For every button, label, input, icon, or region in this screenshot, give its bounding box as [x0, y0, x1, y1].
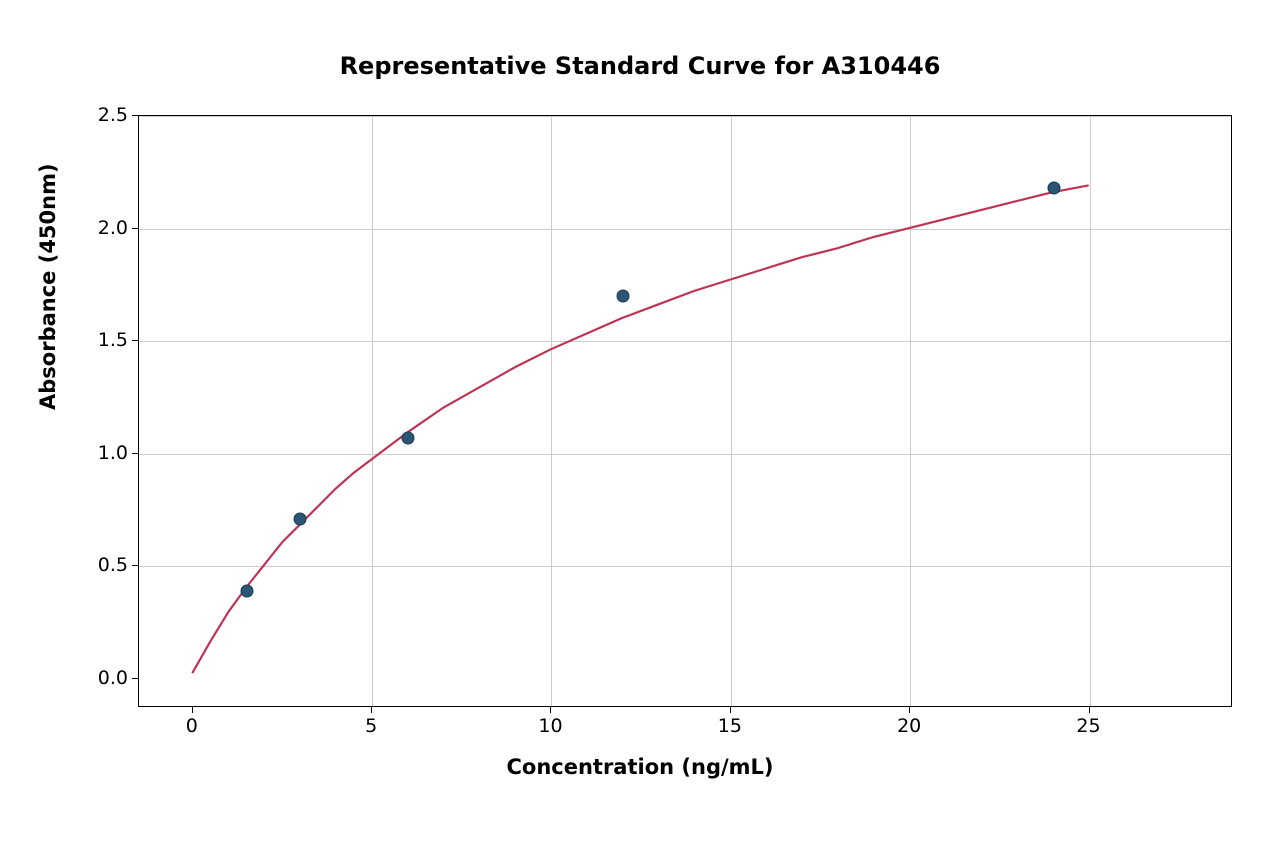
- grid-line-vertical: [731, 116, 732, 706]
- grid-line-horizontal: [139, 566, 1231, 567]
- y-tick-label: 0.5: [98, 554, 128, 576]
- data-point: [294, 512, 307, 525]
- x-tick-mark: [550, 707, 551, 713]
- grid-line-vertical: [551, 116, 552, 706]
- y-tick-label: 2.0: [98, 217, 128, 239]
- x-tick-mark: [1089, 707, 1090, 713]
- y-tick-label: 1.0: [98, 442, 128, 464]
- x-tick-mark: [192, 707, 193, 713]
- x-axis-label: Concentration (ng/mL): [506, 755, 773, 779]
- x-tick-label: 20: [897, 715, 921, 737]
- plot-area: [138, 115, 1232, 707]
- data-point: [1047, 182, 1060, 195]
- y-tick-label: 0.0: [98, 667, 128, 689]
- grid-line-vertical: [372, 116, 373, 706]
- y-tick-label: 2.5: [98, 104, 128, 126]
- chart-container: Representative Standard Curve for A31044…: [0, 0, 1280, 845]
- y-axis-label: Absorbance (450nm): [36, 163, 60, 410]
- curve-line: [139, 116, 1231, 706]
- x-tick-mark: [730, 707, 731, 713]
- grid-line-horizontal: [139, 341, 1231, 342]
- x-tick-label: 25: [1076, 715, 1100, 737]
- data-point: [240, 584, 253, 597]
- grid-line-horizontal: [139, 116, 1231, 117]
- grid-line-horizontal: [139, 454, 1231, 455]
- chart-title: Representative Standard Curve for A31044…: [340, 52, 941, 80]
- x-tick-mark: [371, 707, 372, 713]
- x-tick-label: 10: [538, 715, 562, 737]
- x-tick-label: 5: [365, 715, 377, 737]
- y-tick-label: 1.5: [98, 329, 128, 351]
- data-point: [402, 431, 415, 444]
- x-tick-label: 0: [186, 715, 198, 737]
- grid-line-horizontal: [139, 229, 1231, 230]
- x-tick-label: 15: [718, 715, 742, 737]
- grid-line-vertical: [910, 116, 911, 706]
- grid-line-vertical: [1090, 116, 1091, 706]
- data-point: [617, 290, 630, 303]
- fitted-curve: [193, 186, 1088, 673]
- x-tick-mark: [909, 707, 910, 713]
